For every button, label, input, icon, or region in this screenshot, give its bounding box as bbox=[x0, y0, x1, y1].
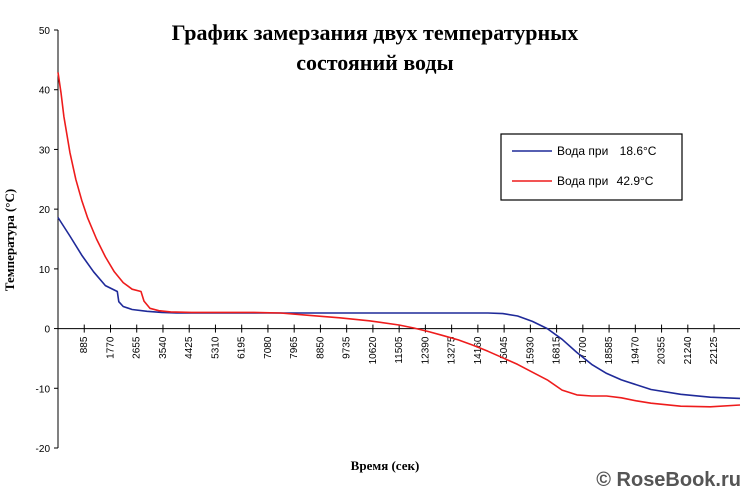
x-tick-label: 885 bbox=[79, 336, 90, 353]
x-tick-label: 12390 bbox=[420, 336, 431, 364]
x-tick-label: 6195 bbox=[237, 336, 248, 359]
x-tick-label: 21240 bbox=[683, 336, 694, 364]
x-tick-label: 15930 bbox=[525, 336, 536, 364]
x-tick-label: 4425 bbox=[184, 336, 195, 359]
x-tick-label: 16815 bbox=[552, 336, 563, 364]
legend: Вода при 18.6°C Вода при 42.9°C bbox=[500, 133, 683, 201]
y-tick-label: 10 bbox=[39, 265, 51, 276]
x-tick-label: 1770 bbox=[105, 336, 116, 359]
x-tick-label: 22125 bbox=[709, 336, 720, 364]
legend-label-series-1: Вода при 18.6°C bbox=[557, 144, 657, 158]
legend-prefix-1: Вода при bbox=[557, 144, 608, 158]
x-tick-label: 17700 bbox=[578, 336, 589, 364]
x-tick-label: 7965 bbox=[289, 336, 300, 359]
y-axis-label: Температура (°C) bbox=[2, 189, 17, 291]
x-tick-label: 2655 bbox=[132, 336, 143, 359]
chart-title: График замерзания двух температурных сос… bbox=[172, 20, 579, 75]
legend-value-2: 42.9°C bbox=[617, 174, 654, 188]
x-tick-label: 7080 bbox=[263, 336, 274, 359]
x-tick-label: 14160 bbox=[473, 336, 484, 364]
legend-value-1: 18.6°C bbox=[620, 144, 657, 158]
legend-prefix-2: Вода при bbox=[557, 174, 608, 188]
x-tick-label: 11505 bbox=[394, 336, 405, 364]
y-tick-label: -10 bbox=[36, 384, 51, 395]
x-tick-label: 15045 bbox=[499, 336, 510, 364]
x-tick-label: 18585 bbox=[604, 336, 615, 364]
chart-title-line-2: состояний воды bbox=[296, 50, 453, 75]
y-tick-label: 50 bbox=[39, 26, 51, 37]
x-tick-label: 3540 bbox=[158, 336, 169, 359]
x-tick-label: 19470 bbox=[630, 336, 641, 364]
legend-box bbox=[500, 133, 683, 201]
y-tick-label: 30 bbox=[39, 145, 51, 156]
x-tick-label: 10620 bbox=[368, 336, 379, 364]
x-tick-label: 9735 bbox=[342, 336, 353, 359]
x-tick-label: 13275 bbox=[447, 336, 458, 364]
chart-title-line-1: График замерзания двух температурных bbox=[172, 20, 579, 45]
x-tick-label: 20355 bbox=[657, 336, 668, 364]
y-tick-label: -20 bbox=[36, 444, 51, 455]
watermark: © RoseBook.ru bbox=[596, 469, 741, 491]
legend-label-series-2: Вода при 42.9°C bbox=[557, 174, 654, 188]
x-tick-label: 5310 bbox=[210, 336, 221, 359]
y-tick-label: 20 bbox=[39, 205, 51, 216]
x-axis-label: Время (сек) bbox=[351, 458, 420, 473]
series-line-1 bbox=[57, 217, 741, 400]
x-tick-label: 8850 bbox=[315, 336, 326, 359]
y-tick-label: 40 bbox=[39, 86, 51, 97]
y-tick-label: 0 bbox=[44, 325, 50, 336]
series-line-2 bbox=[57, 72, 741, 408]
